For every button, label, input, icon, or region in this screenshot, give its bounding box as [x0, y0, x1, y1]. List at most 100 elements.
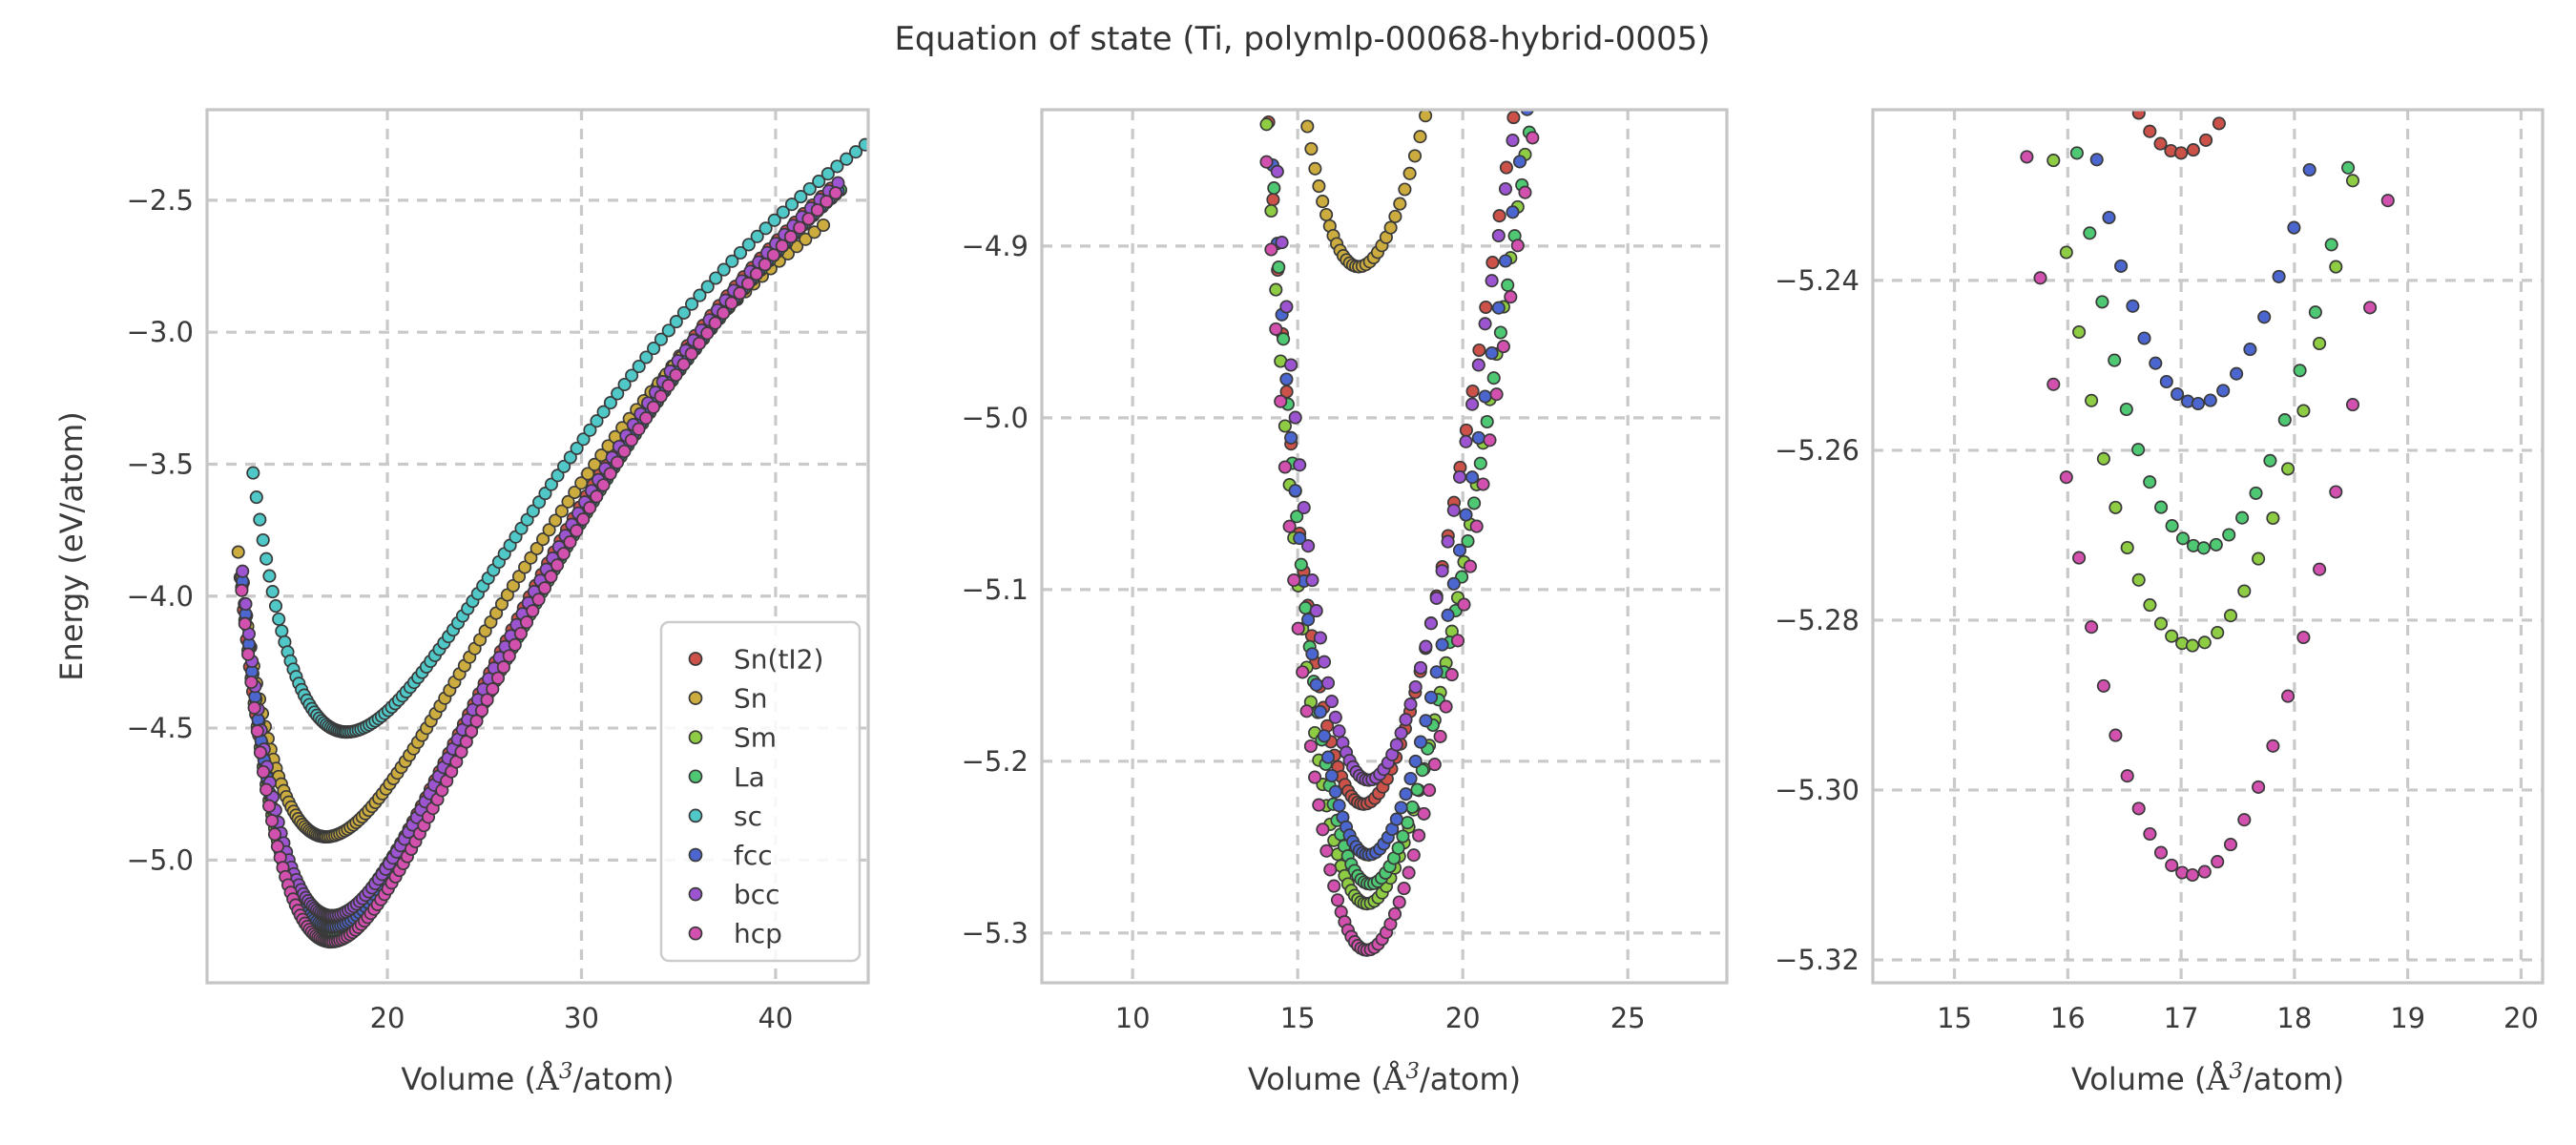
data-point-hcp [241, 647, 256, 661]
data-point-fcc [1309, 677, 1323, 692]
y-tick-label: −5.32 [1775, 944, 1859, 976]
data-point-fcc [1413, 735, 1428, 749]
data-point-sc [802, 181, 817, 197]
data-point-sc [544, 477, 558, 491]
data-point-fcc [2203, 393, 2217, 407]
data-point-Sn [799, 232, 813, 246]
panel-data-zoom-mid [1259, 110, 1540, 957]
y-tick-label: −5.2 [962, 745, 1028, 778]
data-point-La [2175, 531, 2191, 546]
data-point-sc [590, 414, 604, 428]
data-point-hcp [1489, 387, 1504, 402]
data-point-Sm [1264, 203, 1278, 219]
data-point-Sm [2185, 638, 2200, 653]
series-fcc [2089, 153, 2316, 411]
data-point-Sm [2296, 404, 2311, 418]
data-point-Sn(tI2) [2174, 146, 2189, 160]
data-point-hcp [1327, 879, 1341, 893]
data-point-sc [246, 466, 260, 480]
series-Sm [2046, 154, 2360, 653]
data-point-sc [750, 229, 764, 243]
series-hcp [1259, 131, 1540, 957]
y-axis-label: Energy (eV/atom) [53, 411, 90, 680]
data-point-sc [654, 332, 668, 346]
x-tick-label: 16 [2050, 1002, 2086, 1034]
data-point-bcc [1389, 738, 1403, 752]
data-point-bcc [236, 564, 250, 578]
data-point-hcp [526, 604, 540, 618]
data-point-sc [840, 152, 854, 166]
data-point-hcp [496, 660, 510, 675]
data-point-bcc [1419, 639, 1433, 654]
data-point-hcp [265, 814, 280, 828]
data-point-La [2293, 364, 2307, 378]
data-point-Sm [2072, 324, 2087, 340]
data-point-fcc [1313, 705, 1327, 719]
data-point-sc [639, 350, 654, 364]
data-point-Sm [2165, 629, 2179, 643]
data-point-fcc [2191, 396, 2205, 411]
data-point-Sm [2281, 462, 2296, 476]
data-point-bcc [1491, 228, 1506, 243]
data-point-bcc [1313, 631, 1327, 645]
data-point-bcc [1297, 500, 1311, 515]
data-point-Sm [1259, 117, 1274, 132]
data-point-hcp [2223, 838, 2238, 852]
data-point-sc [867, 135, 868, 139]
data-point-bcc [1328, 710, 1342, 724]
data-point-bcc [1413, 660, 1428, 675]
data-point-Sn(tI2) [1266, 193, 1280, 207]
data-point-Sm [1269, 282, 1283, 297]
data-point-Sn [1393, 197, 1407, 211]
y-tick-label: −5.24 [1775, 264, 1859, 297]
data-point-La [2196, 541, 2211, 555]
legend-marker-bcc [688, 886, 703, 902]
legend-label-sc: sc [734, 801, 762, 832]
data-point-fcc [1498, 254, 1513, 268]
data-point-La [1410, 782, 1424, 797]
data-point-sc [700, 280, 715, 294]
data-point-La [1391, 841, 1405, 855]
data-point-sc [647, 342, 661, 356]
legend-label-Sn(tI2): Sn(tI2) [734, 644, 823, 676]
y-tick-label: −5.3 [962, 917, 1028, 949]
data-point-bcc [1452, 469, 1467, 484]
data-point-La [2277, 413, 2292, 427]
data-point-hcp [253, 745, 267, 760]
data-point-bcc [1478, 317, 1492, 331]
data-point-fcc [2149, 356, 2163, 370]
data-point-hcp [2153, 845, 2169, 860]
x-tick-label: 20 [1445, 1002, 1481, 1034]
panel-border [205, 108, 870, 985]
data-point-hcp [270, 840, 284, 854]
data-point-hcp [632, 422, 646, 436]
data-point-La [1290, 510, 1304, 524]
data-point-Sn(tI2) [2212, 116, 2226, 131]
data-point-hcp [724, 296, 738, 310]
data-point-sc [741, 238, 756, 252]
data-point-Sn(tI2) [1499, 160, 1513, 175]
data-point-Sn(tI2) [1465, 384, 1480, 399]
data-point-fcc [2287, 220, 2301, 235]
data-point-Sn(tI2) [1479, 300, 1493, 315]
data-point-fcc [2302, 162, 2316, 177]
data-point-hcp [519, 615, 534, 630]
data-point-bcc [1317, 655, 1332, 669]
data-point-sc [272, 612, 286, 626]
data-point-fcc [1320, 750, 1336, 764]
data-point-hcp [1323, 863, 1338, 877]
data-point-hcp [1264, 242, 1278, 257]
data-point-hcp [741, 277, 756, 291]
data-point-hcp [551, 558, 565, 572]
data-point-La [2119, 402, 2133, 417]
data-point-hcp [1406, 848, 1421, 863]
data-point-Sn [1312, 179, 1326, 194]
panel-border [1040, 108, 1729, 985]
data-point-fcc [2272, 269, 2286, 283]
y-tick-label: −5.30 [1775, 774, 1859, 806]
x-tick-label: 10 [1115, 1002, 1151, 1034]
data-point-sc [268, 599, 283, 614]
data-point-La [2069, 146, 2084, 160]
data-point-hcp [700, 326, 715, 341]
data-point-hcp [2363, 301, 2378, 315]
